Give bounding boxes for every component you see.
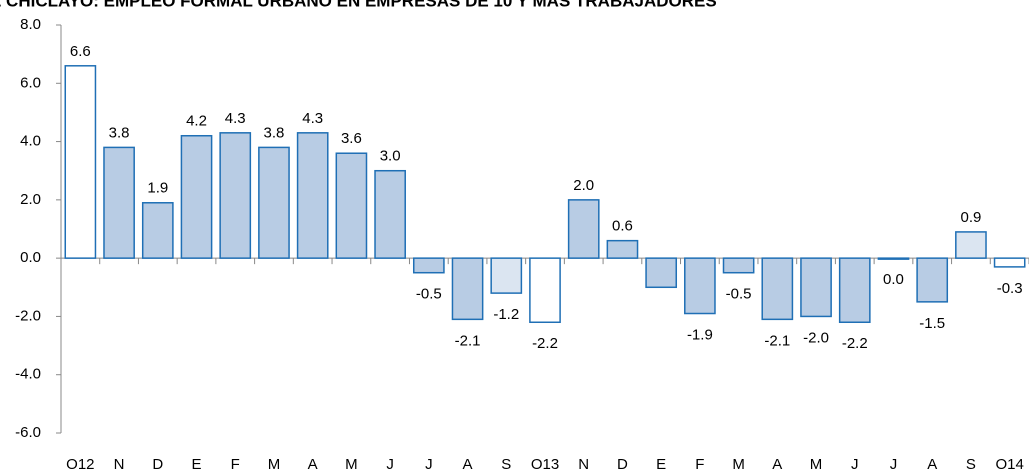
bar (180, 134, 213, 259)
bar (219, 132, 252, 259)
x-tick-label: S (966, 456, 976, 473)
bar (606, 239, 639, 259)
bar (529, 257, 561, 324)
data-label: 0.0 (883, 271, 904, 288)
bar (993, 257, 1026, 268)
chart-title: E CHICLAYO: EMPLEO FORMAL URBANO EN EMPR… (0, 0, 717, 10)
data-label: -2.0 (803, 329, 829, 346)
data-label: -2.2 (532, 335, 558, 352)
bar (761, 257, 794, 321)
data-label: 6.6 (70, 43, 91, 60)
x-tick-label: A (772, 456, 782, 473)
bar (296, 132, 329, 259)
bar (722, 257, 755, 274)
data-label: 4.2 (186, 113, 207, 130)
bar (567, 199, 600, 259)
x-tick-label: E (192, 456, 202, 473)
bar (838, 257, 871, 324)
x-tick-label: M (732, 456, 745, 473)
data-label: -1.5 (919, 315, 945, 332)
y-tick-label: 4.0 (20, 133, 41, 150)
data-label: -0.5 (726, 286, 752, 303)
bar (877, 257, 910, 260)
x-tick-label: O13 (531, 456, 559, 473)
data-label: 4.3 (302, 110, 323, 127)
x-tick-label: M (345, 456, 358, 473)
bar (645, 257, 678, 289)
data-label: 3.0 (380, 148, 401, 165)
x-tick-label: F (695, 456, 704, 473)
data-label: 0.9 (960, 209, 981, 226)
y-tick-label: 8.0 (20, 16, 41, 33)
bar (451, 257, 484, 321)
x-tick-label: A (927, 456, 937, 473)
x-tick-label: M (268, 456, 281, 473)
data-label: -1.9 (687, 326, 713, 343)
bar (141, 202, 174, 259)
y-tick-label: -4.0 (15, 366, 41, 383)
data-label: -0.3 (997, 280, 1023, 297)
y-tick-label: -6.0 (15, 424, 41, 441)
data-label: 4.3 (225, 110, 246, 127)
bar (684, 257, 716, 315)
y-tick-label: 6.0 (20, 74, 41, 91)
x-tick-label: J (425, 456, 433, 473)
x-tick-label: O14 (995, 456, 1023, 473)
x-tick-label: N (578, 456, 589, 473)
data-label: -2.1 (764, 332, 790, 349)
bar (490, 257, 523, 294)
x-tick-label: N (114, 456, 125, 473)
bar (103, 146, 135, 259)
x-tick-label: M (810, 456, 823, 473)
bar (64, 65, 97, 259)
x-tick-label: D (617, 456, 628, 473)
x-tick-label: E (656, 456, 666, 473)
data-label: -1.2 (493, 306, 519, 323)
x-tick-label: A (308, 456, 318, 473)
bar (335, 152, 368, 259)
data-label: 3.8 (264, 124, 285, 141)
data-label: 0.6 (612, 218, 633, 235)
x-tick-label: O12 (66, 456, 94, 473)
y-tick-label: 2.0 (20, 191, 41, 208)
x-tick-label: J (386, 456, 394, 473)
x-tick-label: J (851, 456, 859, 473)
data-label: 3.8 (109, 124, 130, 141)
data-label: 1.9 (147, 180, 168, 197)
data-label: 3.6 (341, 130, 362, 147)
bar (374, 169, 406, 259)
data-label: -2.1 (455, 332, 481, 349)
data-label: 2.0 (573, 177, 594, 194)
y-tick-label: 0.0 (20, 249, 41, 266)
data-label: -2.2 (842, 335, 868, 352)
data-label: -0.5 (416, 286, 442, 303)
bar (258, 146, 290, 259)
x-tick-label: D (152, 456, 163, 473)
x-tick-label: S (501, 456, 511, 473)
bar (955, 231, 987, 259)
x-tick-label: F (231, 456, 240, 473)
y-tick-label: -2.0 (15, 307, 41, 324)
bar (916, 257, 949, 303)
bar (800, 257, 832, 318)
x-tick-label: A (463, 456, 473, 473)
x-tick-label: J (890, 456, 898, 473)
bar (412, 257, 445, 274)
